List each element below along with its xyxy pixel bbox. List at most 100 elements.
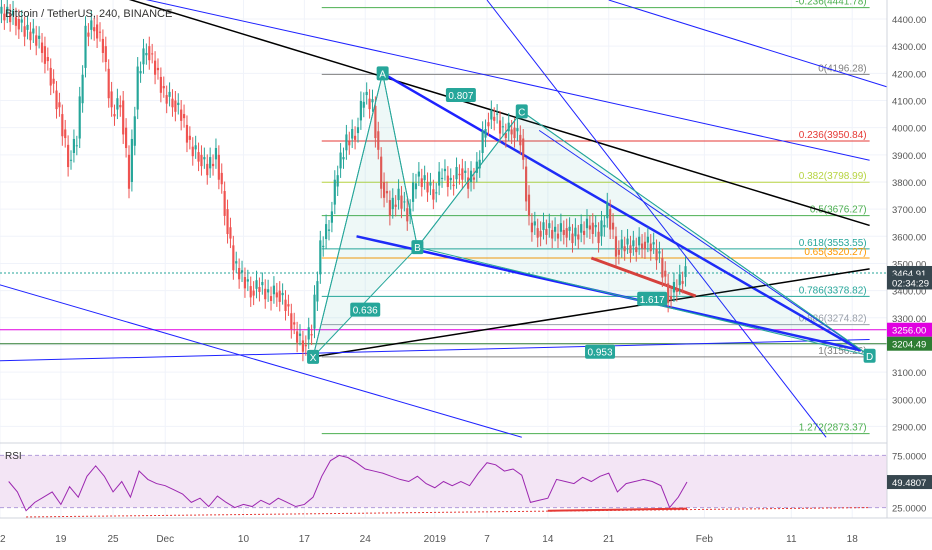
- trend-line: [312, 268, 870, 358]
- candle-body: [498, 120, 502, 134]
- candle-body: [313, 294, 316, 329]
- fib-level-label: 1.272(2873.37): [799, 423, 867, 434]
- candle-body: [61, 114, 64, 137]
- candle-body: [548, 223, 551, 229]
- candle-body: [388, 200, 391, 216]
- candle-body: [594, 224, 597, 228]
- candle-body: [664, 270, 667, 277]
- candle-body: [591, 222, 594, 235]
- candle-body: [197, 152, 200, 162]
- candle-body: [110, 91, 113, 108]
- fib-level-label: 0.886(3274.82): [799, 314, 867, 325]
- price-tick-label: 2900.00: [892, 422, 926, 433]
- pattern-ratio-label: 1.617: [640, 295, 665, 306]
- candle-body: [284, 299, 287, 311]
- candle-body: [235, 261, 238, 264]
- candle-body: [64, 129, 67, 139]
- candle-body: [90, 20, 93, 30]
- candle-body: [240, 270, 244, 273]
- price-tick-label: 3700.00: [892, 205, 926, 216]
- trend-line: [0, 339, 870, 362]
- candle-body: [565, 228, 568, 238]
- candle-body: [675, 288, 678, 292]
- candle-body: [385, 191, 389, 194]
- candle-body: [6, 6, 9, 14]
- candle-body: [374, 105, 377, 139]
- candle-body: [264, 288, 267, 300]
- fib-level-label: 0.786(3378.82): [799, 285, 867, 296]
- candle-body: [507, 122, 510, 132]
- price-tag-label: 3464.91: [892, 269, 926, 280]
- trend-line: [128, 0, 870, 227]
- candle-body: [632, 240, 635, 247]
- candle-body: [246, 279, 249, 282]
- pattern-triangle: [416, 110, 870, 357]
- candle-body: [127, 154, 131, 189]
- candle-body: [661, 258, 664, 278]
- time-tick-label: 7: [484, 534, 490, 545]
- time-tick-label: 10: [238, 534, 250, 545]
- candle-body: [348, 141, 351, 146]
- candle-body: [49, 67, 52, 86]
- candle-body: [26, 24, 29, 30]
- chart-title: Bitcoin / TetherUS, 240, BINANCE: [5, 8, 173, 20]
- candle-body: [206, 163, 209, 176]
- candle-body: [545, 229, 548, 235]
- candle-body: [336, 175, 339, 187]
- time-tick-label: 18: [847, 534, 859, 545]
- candle-body: [116, 98, 119, 110]
- candle-body: [281, 292, 284, 296]
- candle-body: [9, 13, 12, 23]
- price-tick-label: 4100.00: [892, 96, 926, 107]
- candle-body: [171, 98, 174, 108]
- candle-body: [214, 148, 218, 160]
- candle-body: [209, 157, 212, 169]
- pattern-point-label: C: [518, 107, 525, 118]
- candle-body: [452, 184, 455, 187]
- rsi-value-label: 49.4807: [892, 478, 926, 489]
- price-tick-label: 4200.00: [892, 69, 926, 80]
- candle-body: [145, 52, 148, 56]
- candle-body: [339, 152, 342, 169]
- candle-body: [188, 135, 191, 140]
- candle-body: [443, 168, 447, 172]
- candle-body: [646, 236, 649, 243]
- pattern-ratio-badge: [350, 302, 381, 317]
- pattern-ratio-label: 0.807: [448, 91, 473, 102]
- rsi-tick-label: 25.0000: [892, 504, 926, 515]
- candle-body: [162, 86, 165, 89]
- candle-body: [626, 238, 629, 245]
- candle-body: [365, 91, 368, 96]
- candle-body: [14, 17, 18, 26]
- candle-body: [52, 78, 55, 84]
- candle-body: [301, 340, 305, 352]
- price-tag-label: 3256.00: [892, 326, 926, 337]
- candle-body: [435, 192, 438, 194]
- candle-body: [223, 191, 226, 216]
- time-tick-label: 25: [107, 534, 119, 545]
- price-tick-label: 3300.00: [892, 314, 926, 325]
- candle-body: [278, 290, 281, 302]
- candle-body: [580, 224, 583, 233]
- candle-body: [652, 242, 655, 245]
- candle-body: [516, 128, 519, 132]
- candle-body: [574, 227, 577, 237]
- candle-body: [191, 146, 194, 157]
- candle-body: [151, 53, 154, 55]
- price-tick-label: 3000.00: [892, 395, 926, 406]
- candle-body: [217, 154, 220, 180]
- price-tick-label: 3400.00: [892, 287, 926, 298]
- candle-body: [609, 209, 612, 230]
- price-tag: [887, 275, 932, 290]
- candle-body: [333, 179, 336, 205]
- candle-body: [229, 227, 232, 239]
- candle-body: [391, 197, 394, 210]
- candle-body: [133, 116, 136, 146]
- candle-body: [380, 156, 383, 189]
- candle-body: [29, 31, 32, 41]
- candle-body: [513, 127, 516, 139]
- candle-body: [643, 241, 647, 250]
- candle-body: [582, 230, 586, 235]
